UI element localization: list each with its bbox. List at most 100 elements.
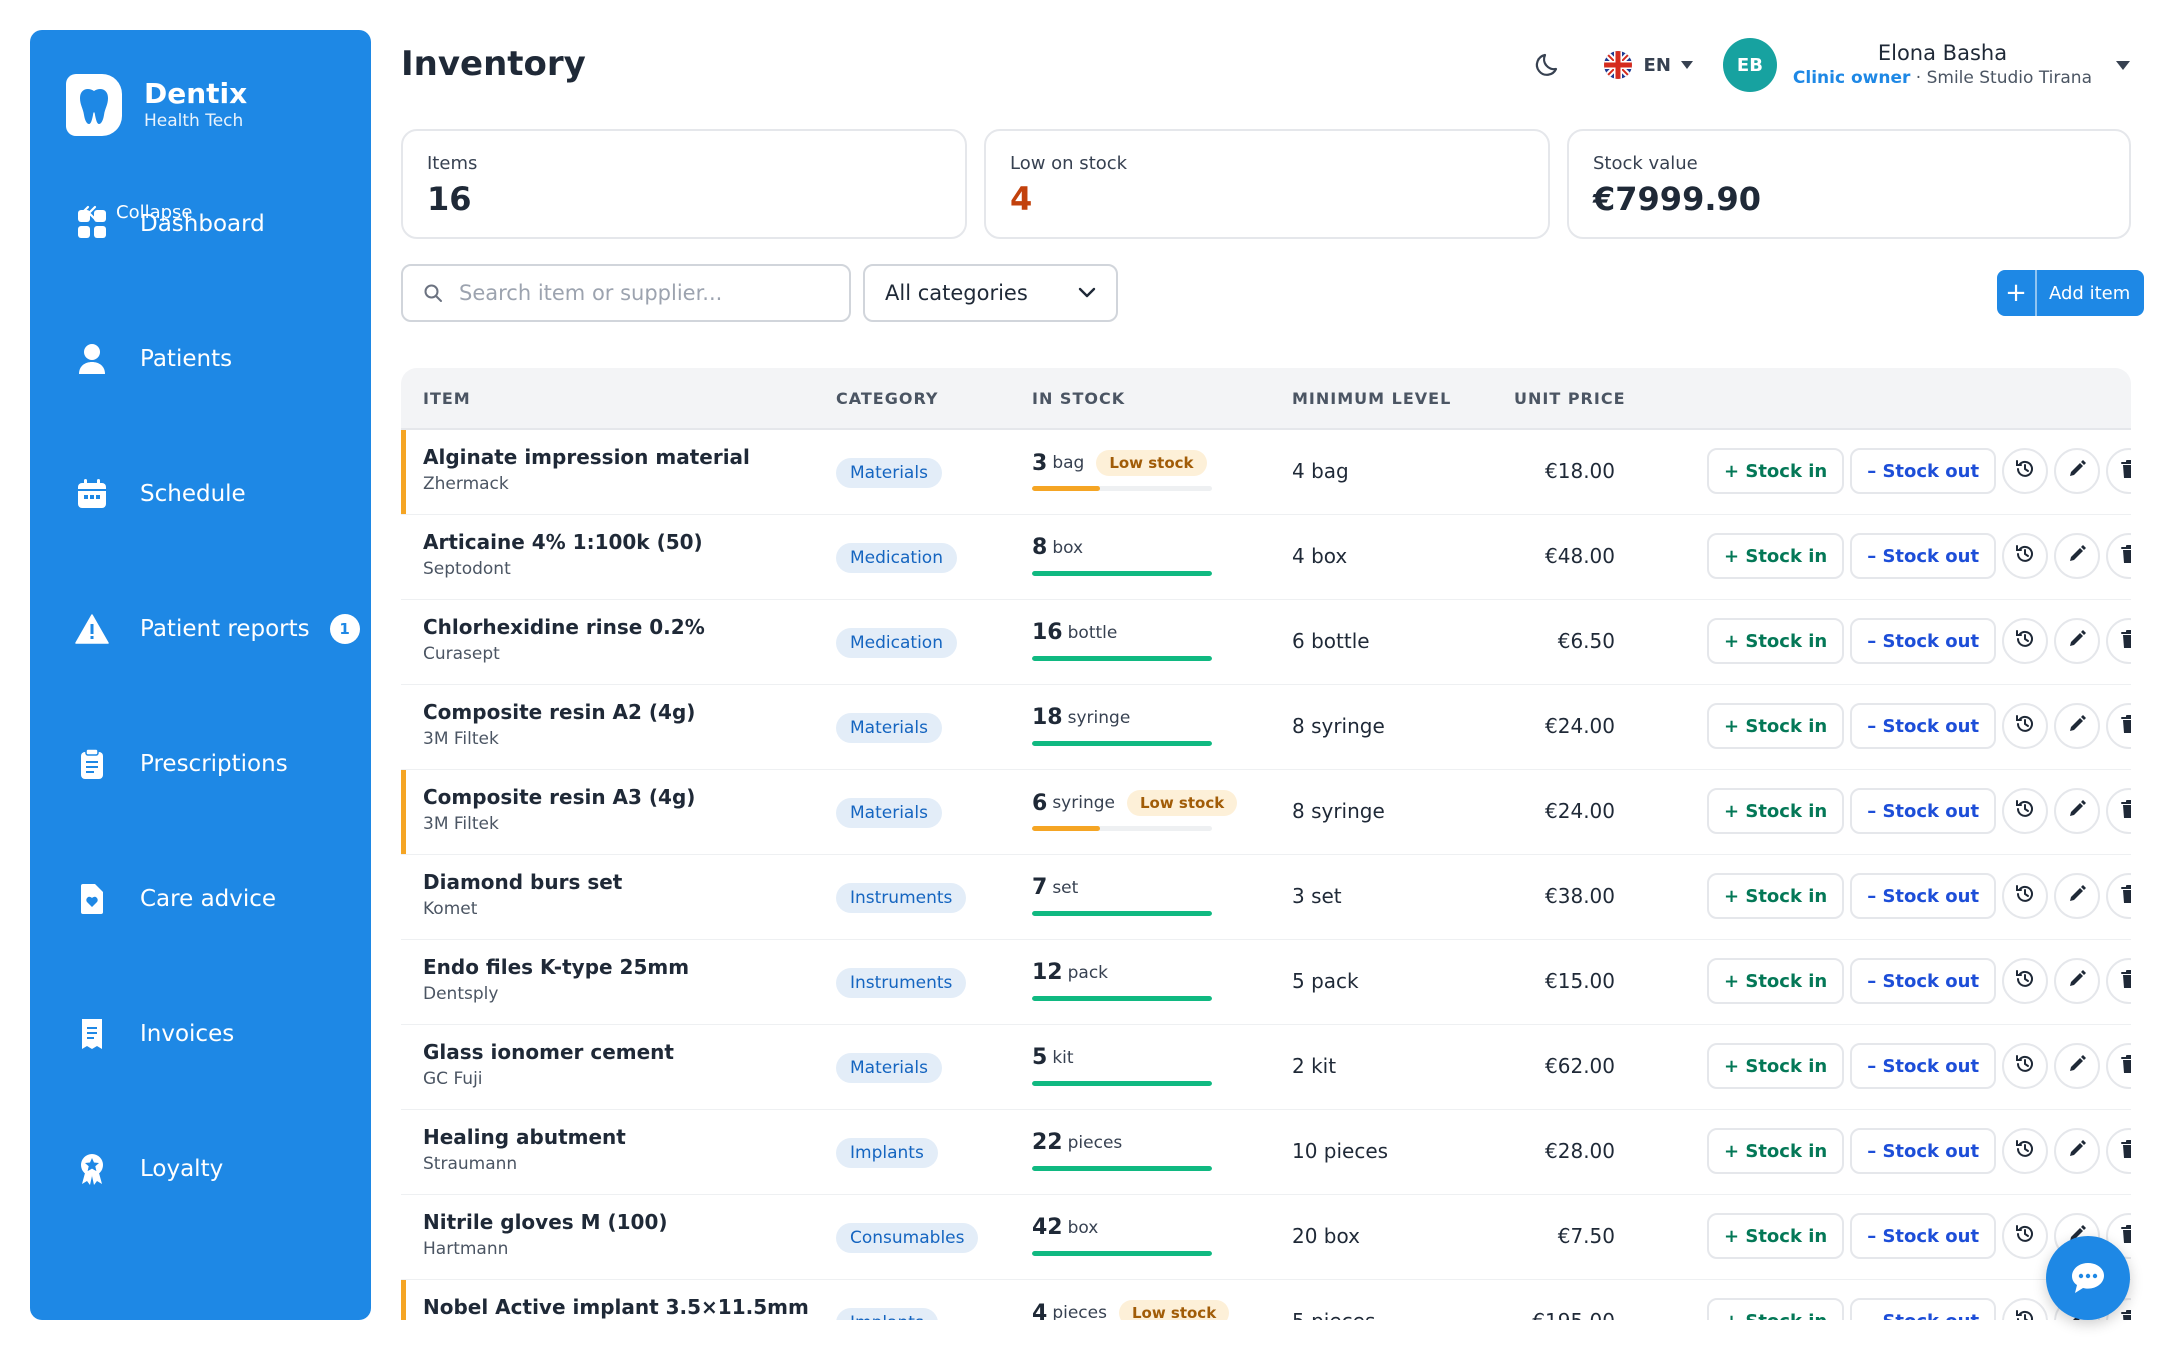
stock-quantity: 5 xyxy=(1032,1045,1048,1070)
delete-button[interactable] xyxy=(2106,618,2131,664)
column-header-minimum-level[interactable]: MINIMUM LEVEL xyxy=(1292,389,1452,408)
stock-out-button[interactable]: – Stock out xyxy=(1850,1043,1997,1089)
plus-icon: + xyxy=(1997,270,2037,316)
column-header-unit-price[interactable]: UNIT PRICE xyxy=(1514,389,1626,408)
stock-out-button[interactable]: – Stock out xyxy=(1850,533,1997,579)
category-select[interactable]: All categories xyxy=(863,264,1118,322)
column-header-category[interactable]: CATEGORY xyxy=(836,389,939,408)
user-info[interactable]: Elona Basha Clinic owner · Smile Studio … xyxy=(1793,40,2092,90)
edit-button[interactable] xyxy=(2054,618,2101,664)
history-button[interactable] xyxy=(2002,448,2049,494)
delete-button[interactable] xyxy=(2106,873,2131,919)
delete-button[interactable] xyxy=(2106,533,2131,579)
history-icon xyxy=(2015,1309,2035,1320)
category-badge: Medication xyxy=(836,543,957,573)
stock-out-button[interactable]: – Stock out xyxy=(1850,1298,1997,1320)
edit-button[interactable] xyxy=(2054,958,2101,1004)
table-row: Glass ionomer cement GC Fuji Materials 5 kit… xyxy=(401,1025,2131,1110)
pencil-icon xyxy=(2067,459,2087,483)
delete-button[interactable] xyxy=(2106,1043,2131,1089)
delete-button[interactable] xyxy=(2106,1128,2131,1174)
stock-in-button[interactable]: + Stock in xyxy=(1707,788,1845,834)
language-selector[interactable]: EN xyxy=(1603,51,1693,79)
sidebar-item-label: Patients xyxy=(140,346,233,372)
edit-button[interactable] xyxy=(2054,533,2101,579)
history-button[interactable] xyxy=(2002,1213,2049,1259)
brand[interactable]: Dentix Health Tech xyxy=(66,74,247,136)
sidebar-item-loyalty[interactable]: Loyalty xyxy=(74,1151,223,1187)
table-row: Diamond burs set Komet Instruments 7 set 3 se… xyxy=(401,855,2131,940)
stock-out-button[interactable]: – Stock out xyxy=(1850,1128,1997,1174)
delete-button[interactable] xyxy=(2106,703,2131,749)
minimum-level: 4 box xyxy=(1292,544,1348,568)
delete-button[interactable] xyxy=(2106,788,2131,834)
sidebar-item-patients[interactable]: Patients xyxy=(74,341,232,377)
stock-out-button[interactable]: – Stock out xyxy=(1850,618,1997,664)
stock-in-button[interactable]: + Stock in xyxy=(1707,1298,1845,1320)
stock-quantity: 18 xyxy=(1032,705,1063,730)
sidebar-item-patient-reports[interactable]: Patient reports 1 xyxy=(74,611,360,647)
stock-in-button[interactable]: + Stock in xyxy=(1707,1043,1845,1089)
history-button[interactable] xyxy=(2002,1043,2049,1089)
search-box[interactable] xyxy=(401,264,851,322)
search-input[interactable] xyxy=(457,280,821,306)
column-header-in-stock[interactable]: IN STOCK xyxy=(1032,389,1126,408)
history-button[interactable] xyxy=(2002,1298,2049,1320)
sidebar-item-invoices[interactable]: Invoices xyxy=(74,1016,234,1052)
edit-button[interactable] xyxy=(2054,873,2101,919)
trash-icon xyxy=(2120,969,2131,993)
stock-out-button[interactable]: – Stock out xyxy=(1850,873,1997,919)
stock-in-button[interactable]: + Stock in xyxy=(1707,533,1845,579)
stock-cell: 16 bottle xyxy=(1032,620,1117,645)
history-button[interactable] xyxy=(2002,1128,2049,1174)
stock-level-bar xyxy=(1032,571,1212,576)
stock-in-button[interactable]: + Stock in xyxy=(1707,1128,1845,1174)
stock-in-button[interactable]: + Stock in xyxy=(1707,448,1845,494)
delete-button[interactable] xyxy=(2106,448,2131,494)
add-item-button[interactable]: + Add item xyxy=(1997,270,2145,316)
stock-in-button[interactable]: + Stock in xyxy=(1707,1213,1845,1259)
edit-button[interactable] xyxy=(2054,788,2101,834)
stock-unit: box xyxy=(1067,1217,1099,1238)
stock-out-button[interactable]: – Stock out xyxy=(1850,448,1997,494)
sidebar-item-schedule[interactable]: Schedule xyxy=(74,476,246,512)
column-header-item[interactable]: ITEM xyxy=(423,389,471,408)
stock-in-button[interactable]: + Stock in xyxy=(1707,958,1845,1004)
history-icon xyxy=(2015,1054,2035,1078)
low-stock-badge: Low stock xyxy=(1118,1300,1230,1320)
edit-button[interactable] xyxy=(2054,1043,2101,1089)
history-button[interactable] xyxy=(2002,958,2049,1004)
chat-button[interactable] xyxy=(2046,1236,2130,1320)
item-name: Healing abutment xyxy=(423,1125,626,1149)
category-badge: Implants xyxy=(836,1308,938,1320)
dashboard-icon xyxy=(74,206,110,242)
collapse-label: Collapse xyxy=(116,202,193,223)
sidebar-item-care-advice[interactable]: Care advice xyxy=(74,881,276,917)
stock-unit: pieces xyxy=(1067,1132,1123,1153)
stock-in-button[interactable]: + Stock in xyxy=(1707,873,1845,919)
sidebar-item-prescriptions[interactable]: Prescriptions xyxy=(74,746,288,782)
stock-out-button[interactable]: – Stock out xyxy=(1850,703,1997,749)
stock-unit: bag xyxy=(1052,453,1085,473)
delete-button[interactable] xyxy=(2106,958,2131,1004)
edit-button[interactable] xyxy=(2054,703,2101,749)
stock-level-fill xyxy=(1032,911,1212,916)
dark-mode-toggle[interactable] xyxy=(1530,47,1566,83)
avatar[interactable]: EB xyxy=(1722,38,1777,92)
history-button[interactable] xyxy=(2002,533,2049,579)
sidebar-item-dashboard[interactable]: Dashboard xyxy=(74,206,265,242)
item-supplier: Curasept xyxy=(423,644,500,664)
history-button[interactable] xyxy=(2002,788,2049,834)
history-button[interactable] xyxy=(2002,618,2049,664)
edit-button[interactable] xyxy=(2054,448,2101,494)
stock-out-button[interactable]: – Stock out xyxy=(1850,788,1997,834)
stock-out-button[interactable]: – Stock out xyxy=(1850,1213,1997,1259)
history-button[interactable] xyxy=(2002,873,2049,919)
stock-level-bar xyxy=(1032,911,1212,916)
history-button[interactable] xyxy=(2002,703,2049,749)
stock-in-button[interactable]: + Stock in xyxy=(1707,618,1845,664)
edit-button[interactable] xyxy=(2054,1128,2101,1174)
user-menu-caret-icon[interactable] xyxy=(2116,60,2130,70)
stock-out-button[interactable]: – Stock out xyxy=(1850,958,1997,1004)
stock-in-button[interactable]: + Stock in xyxy=(1707,703,1845,749)
